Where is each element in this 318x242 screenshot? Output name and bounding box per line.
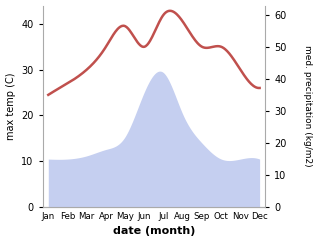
Y-axis label: med. precipitation (kg/m2): med. precipitation (kg/m2): [303, 45, 313, 167]
X-axis label: date (month): date (month): [113, 227, 195, 236]
Y-axis label: max temp (C): max temp (C): [5, 73, 16, 140]
